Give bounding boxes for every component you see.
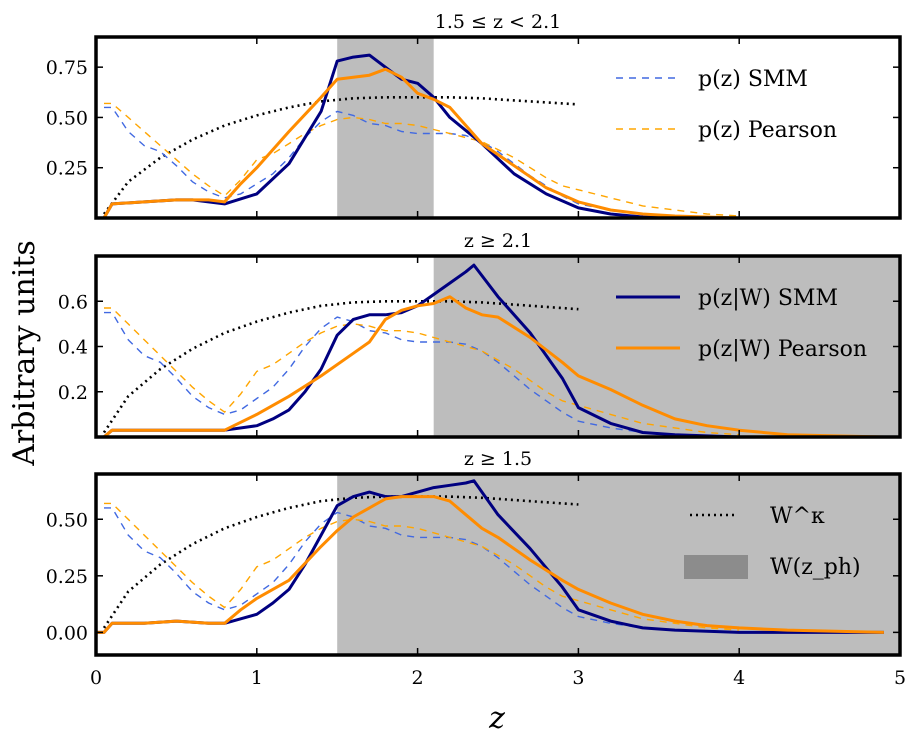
panel-2: 0.2 0.4 0.6 z ≥ 2.1 p(z|W) SMM p(z|W) Pearson <box>58 230 902 439</box>
series-pearson-prior <box>104 102 740 217</box>
panel-title: z ≥ 2.1 <box>464 230 532 252</box>
axes-frame <box>94 35 902 220</box>
series-pearson-prior <box>104 307 740 436</box>
legend: p(z) SMM p(z) Pearson <box>616 67 837 143</box>
y-tick-label: 0.2 <box>58 382 88 404</box>
y-tick-label: 0.50 <box>46 107 88 129</box>
y-tick-label: 0.25 <box>46 566 88 588</box>
series-window <box>102 495 579 629</box>
axes-frame <box>94 472 902 657</box>
panel-1: 0.25 0.50 0.75 1.5 ≤ z < 2.1 p(z) SMM p(z) Pe… <box>46 11 902 220</box>
series-pearson-prior <box>104 502 740 631</box>
legend: W^κ W(z_ph) <box>684 504 861 580</box>
legend-label: W(z_ph) <box>770 555 861 580</box>
legend-swatch <box>684 555 748 579</box>
legend-label: p(z|W) Pearson <box>698 337 867 362</box>
panel-title: 1.5 ≤ z < 2.1 <box>435 11 561 33</box>
x-axis-label: z <box>488 701 505 734</box>
plot-area <box>102 53 740 218</box>
y-tick-label: 0.00 <box>46 622 88 644</box>
legend-label: p(z) Pearson <box>698 118 837 143</box>
y-tick-label: 0.25 <box>46 158 88 180</box>
legend-label: p(z|W) SMM <box>698 286 838 311</box>
series-pearson <box>103 295 884 437</box>
legend-label: p(z) SMM <box>698 67 808 92</box>
series-window <box>102 300 579 434</box>
x-tick-label: 1 <box>251 667 263 689</box>
series-smm-prior <box>104 311 740 437</box>
plot-area <box>102 263 884 437</box>
x-tick-label: 5 <box>894 667 905 689</box>
x-tick-label: 3 <box>572 667 584 689</box>
series-pearson <box>96 495 884 634</box>
x-tick-label: 2 <box>412 667 424 689</box>
y-tick-label: 0.4 <box>58 337 88 359</box>
y-tick-label: 0.6 <box>58 291 88 313</box>
x-tick-label: 0 <box>90 667 102 689</box>
selection-band <box>337 37 434 218</box>
x-tick-label: 4 <box>733 667 745 689</box>
panel-3: 0 1 2 3 4 5 0.00 0.25 0.50 z ≥ 1.5 W^κ W(z_ph) <box>46 448 905 689</box>
series-pearson <box>102 67 740 218</box>
legend-label: W^κ <box>770 504 825 529</box>
y-tick-label: 0.50 <box>46 509 88 531</box>
y-axis-label: Arbitrary units <box>7 240 42 467</box>
plot-area <box>96 479 884 634</box>
legend: p(z|W) SMM p(z|W) Pearson <box>616 286 867 362</box>
series-smm-prior <box>104 507 740 634</box>
y-tick-label: 0.75 <box>46 57 88 79</box>
panel-title: z ≥ 1.5 <box>464 448 532 470</box>
